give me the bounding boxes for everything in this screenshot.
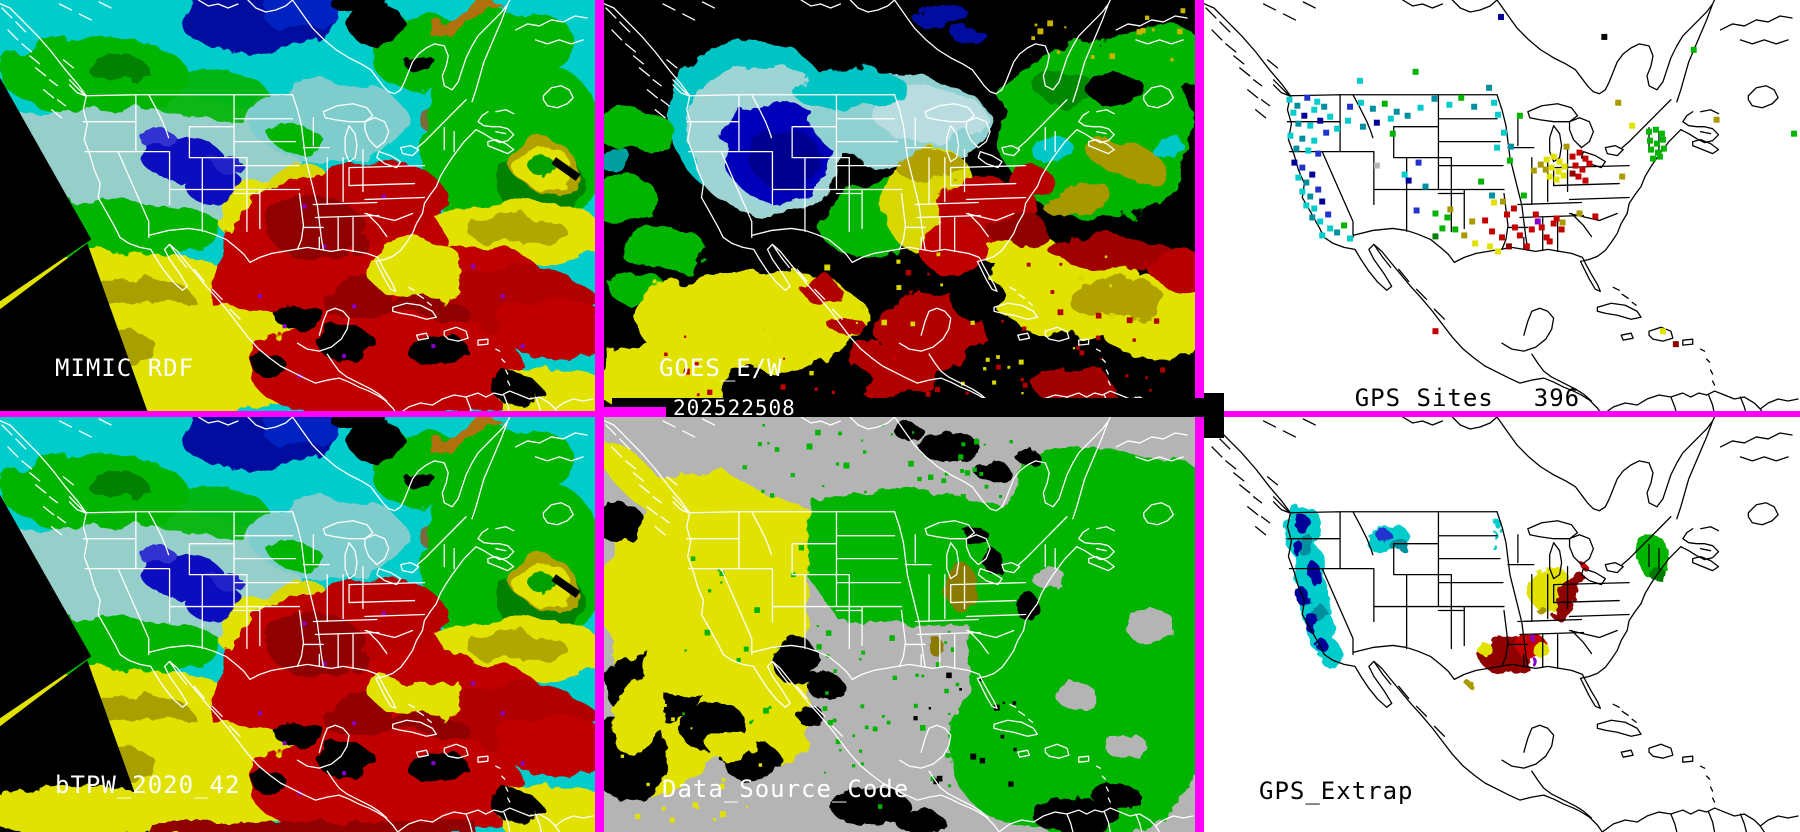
data-source-code-label: Data_Source_Code bbox=[662, 775, 910, 803]
corner-black-square bbox=[1204, 393, 1224, 438]
mimic-rdf-image bbox=[0, 0, 595, 411]
goes-ew-label: GOES_E/W bbox=[659, 354, 783, 382]
gps-sites-label: GPS Sites 396 bbox=[1262, 356, 1580, 411]
panel-btpw: bTPW_2020_42 bbox=[0, 417, 595, 832]
panel-gps-extrap: GPS_Extrap bbox=[1204, 417, 1800, 832]
gps-sites-map bbox=[1204, 0, 1799, 411]
gps-extrap-blobs bbox=[1285, 504, 1669, 688]
panel-mimic-rdf: MIMIC RDF bbox=[0, 0, 595, 411]
data-source-code-image bbox=[604, 417, 1195, 832]
mimic-rdf-label: MIMIC RDF bbox=[55, 354, 195, 382]
timestamp-bar: 202522508 bbox=[612, 396, 1224, 420]
timestamp-text: 202522508 bbox=[673, 396, 796, 420]
panel-gps-sites: GPS Sites 396 bbox=[1204, 0, 1800, 411]
gps-extrap-map bbox=[1204, 417, 1799, 832]
gps-site-dots bbox=[1286, 13, 1798, 348]
panel-goes-ew: GOES_E/W bbox=[604, 0, 1195, 411]
panel-data-source-code: Data_Source_Code bbox=[604, 417, 1195, 832]
btpw-label: bTPW_2020_42 bbox=[55, 771, 241, 799]
btpw-image bbox=[0, 417, 595, 832]
gps-sites-title: GPS Sites bbox=[1354, 384, 1494, 411]
gps-extrap-label: GPS_Extrap bbox=[1259, 777, 1414, 805]
divider-notch bbox=[600, 407, 666, 417]
gps-sites-count: 396 bbox=[1533, 384, 1581, 411]
goes-ew-image bbox=[604, 0, 1195, 411]
